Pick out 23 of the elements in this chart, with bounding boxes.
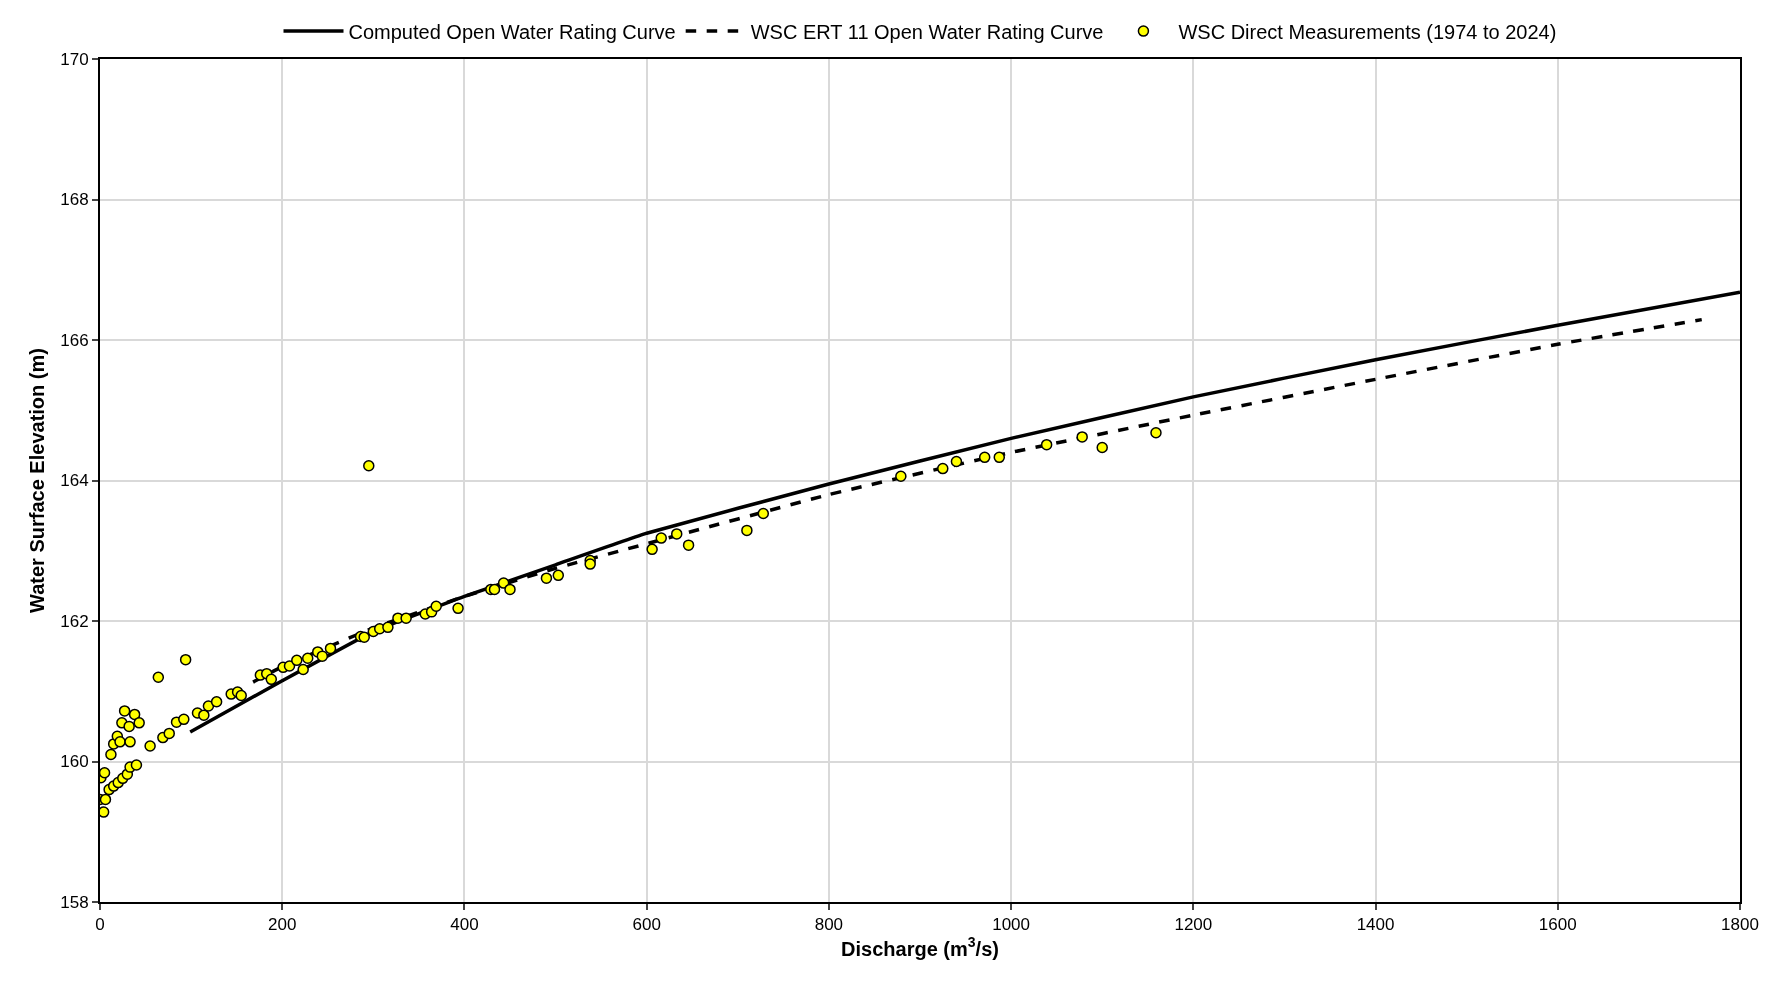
x-tick-label: 0: [95, 915, 105, 935]
x-tick-label: 1000: [992, 915, 1031, 935]
x-tick-label: 200: [268, 915, 297, 935]
line-series: [251, 317, 1704, 684]
x-tick-label: 1200: [1174, 915, 1213, 935]
y-tick-label: 166: [60, 330, 89, 350]
y-tick-label: 164: [60, 471, 89, 491]
x-tick-label: 400: [450, 915, 479, 935]
x-tick-label: 1400: [1356, 915, 1395, 935]
x-tick-label: 600: [632, 915, 661, 935]
x-axis-title: Discharge (m$^{3}$/s): [841, 934, 999, 960]
y-tick-label: 162: [60, 611, 89, 631]
legend-label: WSC Direct Measurements (1974 to 2024): [1178, 20, 1557, 43]
x-tick-label: 800: [814, 915, 844, 935]
y-tick-label: 168: [60, 190, 89, 210]
y-tick-label: 170: [60, 49, 89, 69]
y-tick-label: 160: [60, 752, 89, 772]
y-tick-label: 158: [60, 892, 89, 912]
x-tick-label: 1800: [1721, 915, 1759, 935]
y-axis-title: Water Surface Elevation (m): [26, 348, 49, 613]
legend-label: Computed Open Water Rating Curve: [348, 20, 676, 43]
legend-label: WSC ERT 11 Open Water Rating Curve: [750, 20, 1104, 43]
x-tick-label: 1600: [1538, 915, 1577, 935]
